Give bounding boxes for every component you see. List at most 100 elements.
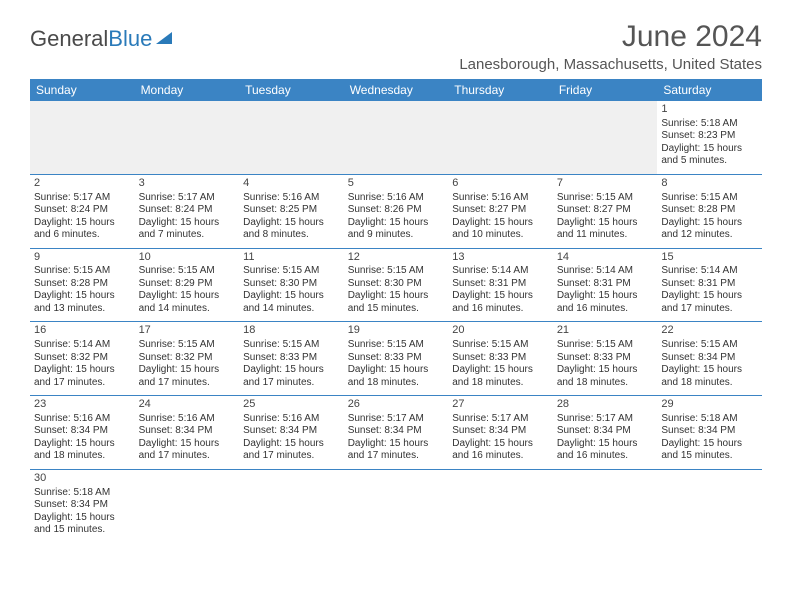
sunset-text: Sunset: 8:23 PM <box>661 130 758 143</box>
day-number: 24 <box>139 398 236 412</box>
daylight-text: Daylight: 15 hours and 16 minutes. <box>452 290 549 315</box>
logo: GeneralBlue <box>30 20 174 52</box>
day-number: 1 <box>661 103 758 117</box>
sunrise-text: Sunrise: 5:15 AM <box>557 339 654 352</box>
sunrise-text: Sunrise: 5:17 AM <box>557 413 654 426</box>
sunrise-text: Sunrise: 5:17 AM <box>34 192 131 205</box>
sunrise-text: Sunrise: 5:16 AM <box>243 413 340 426</box>
sunrise-text: Sunrise: 5:16 AM <box>139 413 236 426</box>
sunrise-text: Sunrise: 5:15 AM <box>348 339 445 352</box>
calendar-cell <box>239 469 344 542</box>
calendar-cell <box>239 101 344 174</box>
day-number: 27 <box>452 398 549 412</box>
calendar-cell: 28Sunrise: 5:17 AMSunset: 8:34 PMDayligh… <box>553 396 658 470</box>
sunset-text: Sunset: 8:31 PM <box>557 278 654 291</box>
calendar-cell: 1Sunrise: 5:18 AMSunset: 8:23 PMDaylight… <box>657 101 762 174</box>
calendar-cell: 24Sunrise: 5:16 AMSunset: 8:34 PMDayligh… <box>135 396 240 470</box>
day-number: 20 <box>452 324 549 338</box>
day-number: 5 <box>348 177 445 191</box>
calendar-cell: 25Sunrise: 5:16 AMSunset: 8:34 PMDayligh… <box>239 396 344 470</box>
sunset-text: Sunset: 8:25 PM <box>243 204 340 217</box>
daylight-text: Daylight: 15 hours and 17 minutes. <box>139 364 236 389</box>
calendar-cell: 29Sunrise: 5:18 AMSunset: 8:34 PMDayligh… <box>657 396 762 470</box>
day-number: 18 <box>243 324 340 338</box>
day-number: 26 <box>348 398 445 412</box>
logo-text-1: General <box>30 26 108 52</box>
daylight-text: Daylight: 15 hours and 17 minutes. <box>34 364 131 389</box>
sunset-text: Sunset: 8:34 PM <box>139 425 236 438</box>
sunrise-text: Sunrise: 5:15 AM <box>557 192 654 205</box>
sunrise-text: Sunrise: 5:16 AM <box>452 192 549 205</box>
calendar-cell: 18Sunrise: 5:15 AMSunset: 8:33 PMDayligh… <box>239 322 344 396</box>
sunset-text: Sunset: 8:33 PM <box>452 352 549 365</box>
day-number: 19 <box>348 324 445 338</box>
calendar-cell <box>448 469 553 542</box>
calendar-cell: 21Sunrise: 5:15 AMSunset: 8:33 PMDayligh… <box>553 322 658 396</box>
sunset-text: Sunset: 8:34 PM <box>243 425 340 438</box>
calendar-cell: 16Sunrise: 5:14 AMSunset: 8:32 PMDayligh… <box>30 322 135 396</box>
day-number: 23 <box>34 398 131 412</box>
sunset-text: Sunset: 8:34 PM <box>452 425 549 438</box>
sunset-text: Sunset: 8:34 PM <box>557 425 654 438</box>
calendar-cell: 22Sunrise: 5:15 AMSunset: 8:34 PMDayligh… <box>657 322 762 396</box>
sunrise-text: Sunrise: 5:15 AM <box>139 265 236 278</box>
weekday-header: Sunday <box>30 79 135 101</box>
day-number: 22 <box>661 324 758 338</box>
calendar-cell: 15Sunrise: 5:14 AMSunset: 8:31 PMDayligh… <box>657 248 762 322</box>
calendar-week-row: 1Sunrise: 5:18 AMSunset: 8:23 PMDaylight… <box>30 101 762 174</box>
calendar-cell <box>135 101 240 174</box>
sunset-text: Sunset: 8:33 PM <box>243 352 340 365</box>
daylight-text: Daylight: 15 hours and 7 minutes. <box>139 217 236 242</box>
calendar-cell <box>448 101 553 174</box>
calendar-cell: 9Sunrise: 5:15 AMSunset: 8:28 PMDaylight… <box>30 248 135 322</box>
sunrise-text: Sunrise: 5:15 AM <box>661 192 758 205</box>
sunrise-text: Sunrise: 5:15 AM <box>452 339 549 352</box>
sunrise-text: Sunrise: 5:14 AM <box>34 339 131 352</box>
day-number: 15 <box>661 251 758 265</box>
day-number: 12 <box>348 251 445 265</box>
header: GeneralBlue June 2024 Lanesborough, Mass… <box>30 20 762 73</box>
sunrise-text: Sunrise: 5:15 AM <box>243 265 340 278</box>
sunrise-text: Sunrise: 5:16 AM <box>243 192 340 205</box>
day-number: 2 <box>34 177 131 191</box>
calendar-cell: 5Sunrise: 5:16 AMSunset: 8:26 PMDaylight… <box>344 174 449 248</box>
day-number: 14 <box>557 251 654 265</box>
daylight-text: Daylight: 15 hours and 17 minutes. <box>243 364 340 389</box>
day-number: 3 <box>139 177 236 191</box>
daylight-text: Daylight: 15 hours and 15 minutes. <box>34 512 131 537</box>
calendar-cell: 12Sunrise: 5:15 AMSunset: 8:30 PMDayligh… <box>344 248 449 322</box>
sunset-text: Sunset: 8:29 PM <box>139 278 236 291</box>
sunrise-text: Sunrise: 5:16 AM <box>34 413 131 426</box>
day-number: 6 <box>452 177 549 191</box>
daylight-text: Daylight: 15 hours and 15 minutes. <box>661 438 758 463</box>
calendar-cell <box>135 469 240 542</box>
daylight-text: Daylight: 15 hours and 17 minutes. <box>661 290 758 315</box>
calendar-week-row: 9Sunrise: 5:15 AMSunset: 8:28 PMDaylight… <box>30 248 762 322</box>
sunset-text: Sunset: 8:32 PM <box>34 352 131 365</box>
calendar-cell <box>30 101 135 174</box>
sunset-text: Sunset: 8:24 PM <box>139 204 236 217</box>
sunset-text: Sunset: 8:34 PM <box>348 425 445 438</box>
calendar-cell: 26Sunrise: 5:17 AMSunset: 8:34 PMDayligh… <box>344 396 449 470</box>
calendar-cell: 23Sunrise: 5:16 AMSunset: 8:34 PMDayligh… <box>30 396 135 470</box>
sunrise-text: Sunrise: 5:14 AM <box>557 265 654 278</box>
calendar-cell: 20Sunrise: 5:15 AMSunset: 8:33 PMDayligh… <box>448 322 553 396</box>
calendar-cell: 10Sunrise: 5:15 AMSunset: 8:29 PMDayligh… <box>135 248 240 322</box>
daylight-text: Daylight: 15 hours and 15 minutes. <box>348 290 445 315</box>
sunrise-text: Sunrise: 5:15 AM <box>34 265 131 278</box>
weekday-header-row: Sunday Monday Tuesday Wednesday Thursday… <box>30 79 762 101</box>
sunrise-text: Sunrise: 5:18 AM <box>661 413 758 426</box>
day-number: 30 <box>34 472 131 486</box>
calendar-cell: 4Sunrise: 5:16 AMSunset: 8:25 PMDaylight… <box>239 174 344 248</box>
weekday-header: Thursday <box>448 79 553 101</box>
title-block: June 2024 Lanesborough, Massachusetts, U… <box>459 20 762 73</box>
calendar-table: Sunday Monday Tuesday Wednesday Thursday… <box>30 79 762 543</box>
weekday-header: Monday <box>135 79 240 101</box>
sunrise-text: Sunrise: 5:18 AM <box>661 118 758 131</box>
day-number: 21 <box>557 324 654 338</box>
daylight-text: Daylight: 15 hours and 9 minutes. <box>348 217 445 242</box>
calendar-cell: 19Sunrise: 5:15 AMSunset: 8:33 PMDayligh… <box>344 322 449 396</box>
sunset-text: Sunset: 8:31 PM <box>452 278 549 291</box>
sunset-text: Sunset: 8:30 PM <box>348 278 445 291</box>
sunset-text: Sunset: 8:32 PM <box>139 352 236 365</box>
